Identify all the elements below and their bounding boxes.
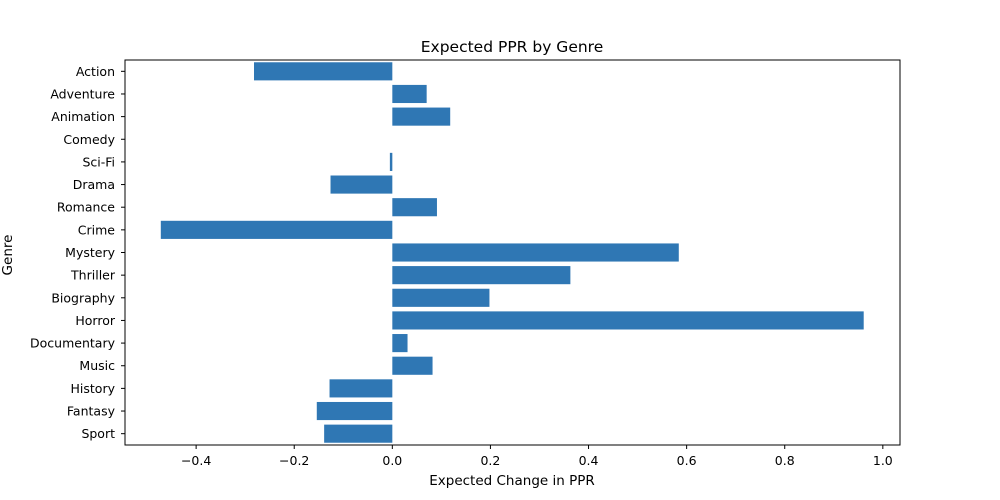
bar-documentary	[392, 334, 408, 353]
y-tick-label: Horror	[75, 313, 115, 328]
y-axis-title: Genre	[0, 235, 16, 276]
bar-sci-fi	[389, 152, 393, 171]
y-tick-label: History	[71, 381, 116, 396]
y-tick-label: Documentary	[30, 336, 116, 351]
y-tick-label: Music	[79, 358, 115, 373]
bar-fantasy	[316, 401, 393, 421]
y-tick-label: Action	[76, 64, 115, 79]
y-tick-label: Sci-Fi	[82, 154, 115, 169]
y-tick-label: Mystery	[65, 245, 115, 260]
x-tick-label: −0.4	[181, 453, 211, 468]
bar-history	[329, 379, 393, 398]
bar-action	[254, 62, 393, 81]
y-tick-label: Animation	[51, 109, 115, 124]
x-tick-label: 0.8	[775, 453, 795, 468]
axes-layer: −0.4 −0.2 0.0 0.2 0.4 0.6 0.8 1.0 Action Adventur…	[30, 59, 901, 468]
y-tick-label: Fantasy	[67, 404, 116, 419]
y-tick-label: Thriller	[70, 268, 116, 283]
bars-layer	[160, 62, 864, 443]
x-tick-label: 0.0	[382, 453, 402, 468]
bar-mystery	[392, 243, 679, 262]
bar-adventure	[392, 84, 427, 104]
bar-biography	[392, 288, 490, 307]
x-tick-label: 1.0	[873, 453, 893, 468]
x-tick-label: 0.2	[480, 453, 500, 468]
bar-drama	[330, 175, 393, 194]
bar-horror	[392, 311, 864, 330]
x-tick-label: 0.6	[677, 453, 697, 468]
y-tick-label: Biography	[51, 290, 115, 305]
y-tick-label: Romance	[57, 200, 115, 215]
bar-romance	[392, 198, 437, 217]
bar-crime	[160, 220, 393, 239]
bar-music	[392, 356, 433, 375]
y-tick-label: Crime	[78, 222, 116, 237]
y-tick-label: Adventure	[50, 86, 115, 101]
y-tick-label: Drama	[73, 177, 115, 192]
chart-title: Expected PPR by Genre	[421, 38, 604, 56]
y-tick-label: Comedy	[63, 132, 115, 147]
x-tick-label: 0.4	[579, 453, 599, 468]
bar-thriller	[392, 266, 571, 285]
y-tick-label: Sport	[81, 426, 115, 441]
x-tick-label: −0.2	[279, 453, 309, 468]
x-axis-title: Expected Change in PPR	[429, 473, 595, 489]
bar-animation	[392, 107, 451, 126]
bar-sport	[324, 424, 393, 443]
